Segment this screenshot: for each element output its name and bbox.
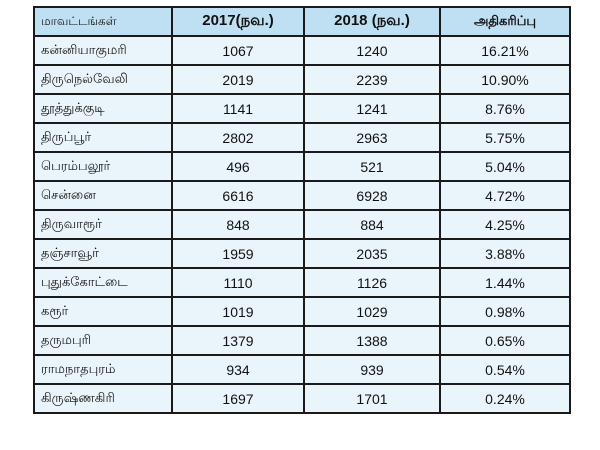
value-2018-cell: 2963 <box>303 122 441 153</box>
value-2017-cell: 1379 <box>171 325 305 356</box>
district-cell: புதுக்கோட்டை <box>33 267 173 298</box>
value-2017-cell: 1110 <box>171 267 305 298</box>
header-increase: அதிகரிப்பு <box>439 6 571 37</box>
value-2018-cell: 2035 <box>303 238 441 269</box>
value-2017-cell: 6616 <box>171 180 305 211</box>
table-row: ராமநாதபுரம் 934 939 0.54% <box>33 354 571 385</box>
increase-cell: 0.65% <box>439 325 571 356</box>
value-2018-cell: 1029 <box>303 296 441 327</box>
table-row: திருநெல்வேலி 2019 2239 10.90% <box>33 64 571 95</box>
increase-cell: 3.88% <box>439 238 571 269</box>
value-2018-cell: 1241 <box>303 93 441 124</box>
district-cell: கன்னியாகுமரி <box>33 35 173 66</box>
district-cell: திருப்பூர் <box>33 122 173 153</box>
table-row: திருப்பூர் 2802 2963 5.75% <box>33 122 571 153</box>
table-row: கன்னியாகுமரி 1067 1240 16.21% <box>33 35 571 66</box>
increase-cell: 16.21% <box>439 35 571 66</box>
district-increase-table: மாவட்டங்கள் 2017(நவ.) 2018 (நவ.) அதிகரிப… <box>33 6 571 414</box>
district-cell: தூத்துக்குடி <box>33 93 173 124</box>
increase-cell: 0.54% <box>439 354 571 385</box>
value-2018-cell: 521 <box>303 151 441 182</box>
table-row: கிருஷ்ணகிரி 1697 1701 0.24% <box>33 383 571 414</box>
value-2018-cell: 1701 <box>303 383 441 414</box>
value-2018-cell: 6928 <box>303 180 441 211</box>
district-cell: தருமபுரி <box>33 325 173 356</box>
header-2017: 2017(நவ.) <box>171 6 305 37</box>
table-row: தஞ்சாவூர் 1959 2035 3.88% <box>33 238 571 269</box>
increase-cell: 5.04% <box>439 151 571 182</box>
increase-cell: 4.72% <box>439 180 571 211</box>
table-row: பெரம்பலூர் 496 521 5.04% <box>33 151 571 182</box>
increase-cell: 8.76% <box>439 93 571 124</box>
value-2017-cell: 1141 <box>171 93 305 124</box>
value-2018-cell: 1240 <box>303 35 441 66</box>
value-2017-cell: 1067 <box>171 35 305 66</box>
increase-cell: 5.75% <box>439 122 571 153</box>
increase-cell: 10.90% <box>439 64 571 95</box>
value-2018-cell: 884 <box>303 209 441 240</box>
district-cell: கரூர் <box>33 296 173 327</box>
district-cell: கிருஷ்ணகிரி <box>33 383 173 414</box>
value-2018-cell: 2239 <box>303 64 441 95</box>
increase-cell: 0.24% <box>439 383 571 414</box>
value-2017-cell: 2802 <box>171 122 305 153</box>
district-cell: சென்னை <box>33 180 173 211</box>
value-2017-cell: 1697 <box>171 383 305 414</box>
value-2017-cell: 1959 <box>171 238 305 269</box>
value-2017-cell: 1019 <box>171 296 305 327</box>
table-body: கன்னியாகுமரி 1067 1240 16.21% திருநெல்வேலி 20… <box>33 35 571 414</box>
value-2017-cell: 2019 <box>171 64 305 95</box>
district-cell: ராமநாதபுரம் <box>33 354 173 385</box>
increase-cell: 4.25% <box>439 209 571 240</box>
increase-cell: 1.44% <box>439 267 571 298</box>
value-2017-cell: 496 <box>171 151 305 182</box>
value-2017-cell: 848 <box>171 209 305 240</box>
value-2018-cell: 1388 <box>303 325 441 356</box>
table-row: தூத்துக்குடி 1141 1241 8.76% <box>33 93 571 124</box>
district-cell: திருவாரூர் <box>33 209 173 240</box>
table-row: கரூர் 1019 1029 0.98% <box>33 296 571 327</box>
district-cell: பெரம்பலூர் <box>33 151 173 182</box>
increase-cell: 0.98% <box>439 296 571 327</box>
value-2017-cell: 934 <box>171 354 305 385</box>
header-2018: 2018 (நவ.) <box>303 6 441 37</box>
table-row: தருமபுரி 1379 1388 0.65% <box>33 325 571 356</box>
value-2018-cell: 1126 <box>303 267 441 298</box>
value-2018-cell: 939 <box>303 354 441 385</box>
district-cell: தஞ்சாவூர் <box>33 238 173 269</box>
table-row: சென்னை 6616 6928 4.72% <box>33 180 571 211</box>
district-cell: திருநெல்வேலி <box>33 64 173 95</box>
table-row: புதுக்கோட்டை 1110 1126 1.44% <box>33 267 571 298</box>
table-header-row: மாவட்டங்கள் 2017(நவ.) 2018 (நவ.) அதிகரிப… <box>33 6 571 37</box>
table-row: திருவாரூர் 848 884 4.25% <box>33 209 571 240</box>
header-district: மாவட்டங்கள் <box>33 6 173 37</box>
